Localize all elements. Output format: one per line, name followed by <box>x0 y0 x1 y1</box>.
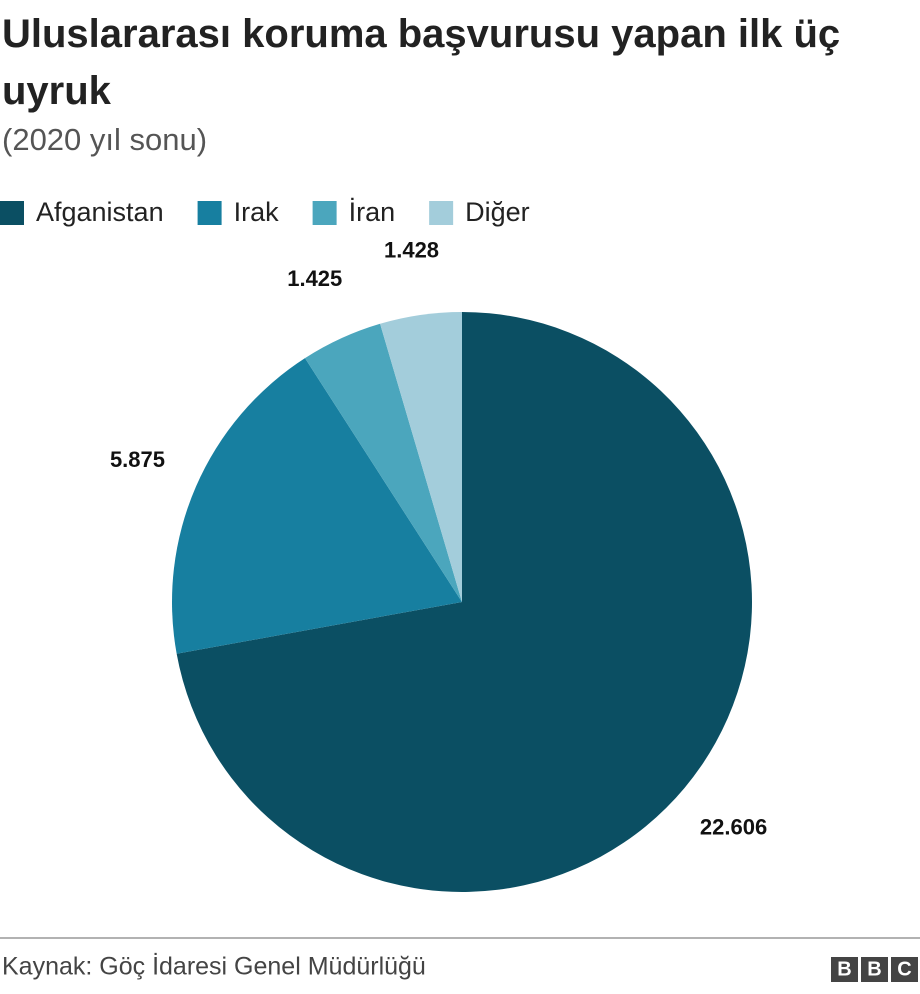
data-label: 5.875 <box>110 447 165 472</box>
chart-subtitle: (2020 yıl sonu) <box>2 122 208 157</box>
legend-label: Afganistan <box>36 197 164 227</box>
legend-swatch <box>312 201 337 225</box>
pie-slice <box>304 323 462 602</box>
legend-label: Irak <box>234 197 280 227</box>
legend-swatch <box>0 201 24 225</box>
logo-box <box>831 957 858 982</box>
pie-slice <box>176 312 753 892</box>
logo-box <box>861 957 888 982</box>
legend-label: Diğer <box>465 197 530 227</box>
chart-title: Uluslararası koruma başvurusu yapan ilk … <box>2 12 841 113</box>
logo-letter: B <box>867 958 881 980</box>
legend-swatch <box>429 201 454 225</box>
legend-label: İran <box>349 196 396 227</box>
pie-slice <box>380 312 462 602</box>
data-label: 1.428 <box>384 238 439 263</box>
logo-letter: B <box>837 958 851 980</box>
pie-slice <box>171 358 462 654</box>
logo-letter: C <box>897 958 911 980</box>
legend-swatch <box>197 201 222 225</box>
data-label: 1.425 <box>287 266 342 291</box>
logo-box <box>891 957 918 982</box>
data-label: 22.606 <box>700 815 767 840</box>
source: Kaynak: Göç İdaresi Genel Müdürlüğü <box>2 952 426 981</box>
